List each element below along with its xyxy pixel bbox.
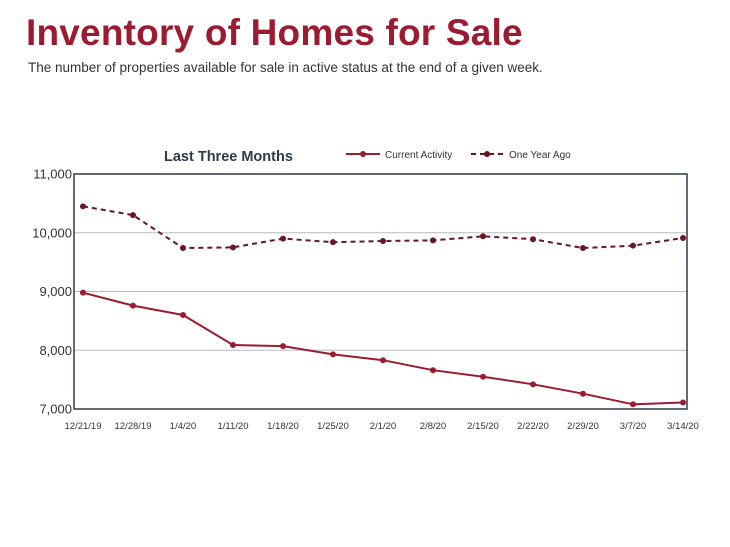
series-line-current-activity (82, 291, 684, 406)
data-point (230, 244, 236, 251)
data-point (280, 343, 286, 350)
legend-marker (484, 151, 490, 157)
data-point (130, 302, 136, 309)
chart-title: Last Three Months (164, 149, 293, 165)
legend-marker (360, 151, 366, 157)
grid-lines (74, 232, 687, 351)
data-point (180, 312, 186, 318)
x-tick-label: 2/8/20 (420, 421, 446, 432)
data-point (580, 245, 586, 252)
y-tick-label: 9,000 (39, 284, 72, 299)
data-point (630, 242, 636, 249)
data-point (480, 233, 486, 240)
page-subtitle: The number of properties available for s… (28, 60, 543, 75)
data-point (330, 239, 336, 246)
x-tick-label: 3/7/20 (620, 421, 646, 432)
x-axis-ticks: 12/21/19 12/28/19 1/4/20 1/11/20 1/18/20 1/25… (65, 421, 699, 432)
data-point (430, 367, 436, 374)
data-point (230, 341, 236, 348)
data-point (130, 212, 136, 219)
data-point (330, 351, 336, 358)
data-point (380, 357, 386, 364)
data-point (630, 401, 636, 408)
x-tick-label: 2/29/20 (567, 421, 599, 432)
x-tick-label: 3/14/20 (667, 421, 699, 432)
data-point (530, 236, 536, 243)
x-tick-label: 2/1/20 (370, 421, 396, 432)
y-tick-label: 11,000 (33, 167, 72, 182)
data-point (80, 289, 86, 296)
x-tick-label: 1/18/20 (267, 421, 299, 432)
legend-label: One Year Ago (509, 150, 571, 161)
series-lines (80, 203, 686, 408)
y-tick-label: 7,000 (39, 402, 72, 417)
x-tick-label: 12/21/19 (65, 421, 102, 432)
data-point (430, 237, 436, 244)
data-point (580, 390, 586, 397)
legend: Current Activity One Year Ago (346, 150, 571, 161)
data-point (280, 235, 286, 242)
data-point (80, 203, 86, 210)
data-point (480, 373, 486, 380)
x-tick-label: 2/22/20 (517, 421, 549, 432)
y-tick-label: 10,000 (32, 225, 72, 240)
data-point (680, 235, 686, 242)
data-point (680, 399, 686, 406)
x-tick-label: 1/4/20 (170, 421, 196, 432)
legend-label: Current Activity (385, 150, 452, 161)
data-point (180, 245, 186, 252)
x-tick-label: 1/25/20 (317, 421, 349, 432)
y-axis-ticks: 7,000 8,000 9,000 10,000 11,000 (32, 167, 72, 417)
plot-frame (73, 173, 688, 410)
x-tick-label: 1/11/20 (218, 421, 249, 432)
data-point (380, 237, 386, 244)
y-tick-label: 8,000 (39, 343, 72, 358)
data-point (530, 381, 536, 388)
x-tick-label: 12/28/19 (115, 421, 152, 432)
page-title: Inventory of Homes for Sale (26, 12, 523, 53)
x-tick-label: 2/15/20 (467, 421, 499, 432)
